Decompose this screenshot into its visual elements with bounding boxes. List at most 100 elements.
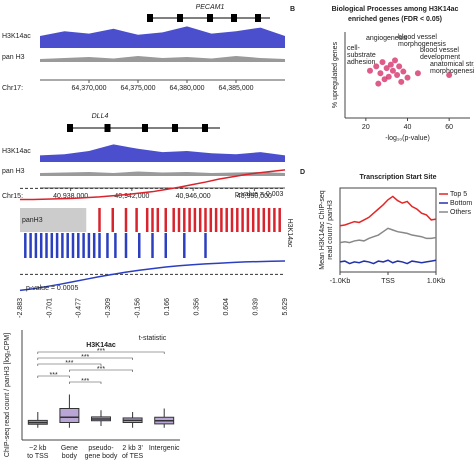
series-line <box>339 195 437 227</box>
gene-name: PECAM1 <box>196 4 225 11</box>
x-tick-label: -2.883 <box>17 298 24 318</box>
track-label: H3K14ac <box>2 148 31 155</box>
bracket <box>37 363 102 366</box>
point <box>392 57 398 64</box>
chart-title: H3K14ac <box>86 342 116 349</box>
p-value: p-value = 0.0005 <box>26 285 78 292</box>
chrom-label: Chr15: <box>2 193 23 200</box>
exon <box>177 14 183 22</box>
exon <box>202 124 208 132</box>
point <box>367 67 373 74</box>
series-line <box>339 227 437 244</box>
x-tick-label: TSS <box>381 278 395 285</box>
legend-label: Top 5 <box>450 191 467 198</box>
annotation: angiogenesis <box>366 35 408 42</box>
point <box>387 61 394 68</box>
panel-label: D <box>300 169 305 176</box>
exon <box>172 124 178 132</box>
x-tick-label: Gene <box>61 445 78 452</box>
significance: *** <box>50 372 58 379</box>
exon <box>142 124 148 132</box>
point <box>414 70 421 77</box>
point <box>396 63 403 70</box>
box <box>59 408 80 423</box>
legend-label: Bottom <box>450 200 472 207</box>
significance: *** <box>97 348 105 355</box>
x-tick-label: body <box>62 453 78 460</box>
exon <box>147 14 153 22</box>
annotation: morphogenesis <box>398 41 446 48</box>
chart-title: enriched genes (FDR < 0.05) <box>348 16 442 23</box>
point <box>379 59 386 66</box>
x-tick-label: 1.0Kb <box>427 278 445 285</box>
x-axis-label: -log₁₀(p-value) <box>385 135 430 142</box>
annotation: development <box>420 54 460 61</box>
x-tick-label: 0.604 <box>223 298 230 316</box>
point <box>377 70 384 77</box>
annotation: morphogenesis <box>430 68 474 75</box>
x-tick-label: 40 <box>404 124 412 131</box>
y-axis-label: ChIP-seq read count / panH3 [log₂CPM] <box>4 333 11 457</box>
x-tick-label: 20 <box>362 124 370 131</box>
annotation: blood vessel <box>398 34 437 41</box>
x-tick-label: 2 kb 3' <box>122 445 142 452</box>
x-tick-label: -1.0Kb <box>330 278 351 285</box>
point <box>381 76 388 83</box>
annotation: blood vessel <box>420 47 459 54</box>
coverage-area <box>40 56 285 62</box>
annotation: substrate <box>347 52 376 59</box>
track-label: pan H3 <box>2 168 25 175</box>
chart-title: Biological Processes among H3K14ac <box>332 6 459 13</box>
x-tick-label: 40,942,000 <box>114 193 149 200</box>
bracket <box>37 375 70 378</box>
exon <box>67 124 73 132</box>
x-tick-label: -0.309 <box>105 298 112 318</box>
significance: *** <box>81 378 89 385</box>
x-tick-label: to TSS <box>27 453 49 460</box>
x-tick-label: 40,946,000 <box>176 193 211 200</box>
exon <box>231 14 237 22</box>
x-tick-label: 64,375,000 <box>120 85 155 92</box>
running-sum <box>20 169 286 201</box>
coverage-area <box>40 144 285 162</box>
p-value: p-value = 0.003 <box>235 191 284 198</box>
running-sum <box>19 260 286 292</box>
point <box>383 65 390 72</box>
x-tick-label: -0.477 <box>76 298 83 318</box>
series-label: H3K14ac <box>286 219 293 248</box>
chrom-label: Chr17: <box>2 85 23 92</box>
x-tick-label: 0.356 <box>194 298 201 316</box>
bracket <box>69 369 133 372</box>
x-tick-label: 64,380,000 <box>169 85 204 92</box>
coverage-area <box>40 171 285 176</box>
x-tick-label: 5.629 <box>282 298 289 316</box>
x-tick-label: pseudo- <box>88 445 114 452</box>
annotation: adhesion <box>347 59 376 66</box>
significance: *** <box>97 366 105 373</box>
point <box>375 80 382 87</box>
coverage-area <box>40 26 285 48</box>
x-tick-label: 60 <box>445 124 453 131</box>
significance: *** <box>65 360 73 367</box>
x-tick-label: -0.701 <box>46 298 53 318</box>
x-tick-label: 64,385,000 <box>218 85 253 92</box>
bracket <box>37 351 165 354</box>
track-label: H3K14ac <box>2 33 31 40</box>
annotation: cell- <box>347 45 361 52</box>
annotation: anatomical str. <box>430 61 474 68</box>
point <box>446 72 453 78</box>
point <box>404 74 411 81</box>
y-axis-label: % upregulated genes <box>332 41 339 108</box>
chart-title: Transcription Start Site <box>359 174 436 181</box>
exon <box>255 14 261 22</box>
series-label: panH3 <box>22 217 43 224</box>
series-line <box>339 259 437 265</box>
x-tick-label: gene body <box>85 453 118 460</box>
x-tick-label: of TES <box>122 453 144 460</box>
gene-name: DLL4 <box>92 113 109 120</box>
x-tick-label: 64,370,000 <box>71 85 106 92</box>
track-label: pan H3 <box>2 54 25 61</box>
point <box>394 72 401 78</box>
point <box>373 63 380 70</box>
x-tick-label: ~2 kb <box>29 445 46 452</box>
